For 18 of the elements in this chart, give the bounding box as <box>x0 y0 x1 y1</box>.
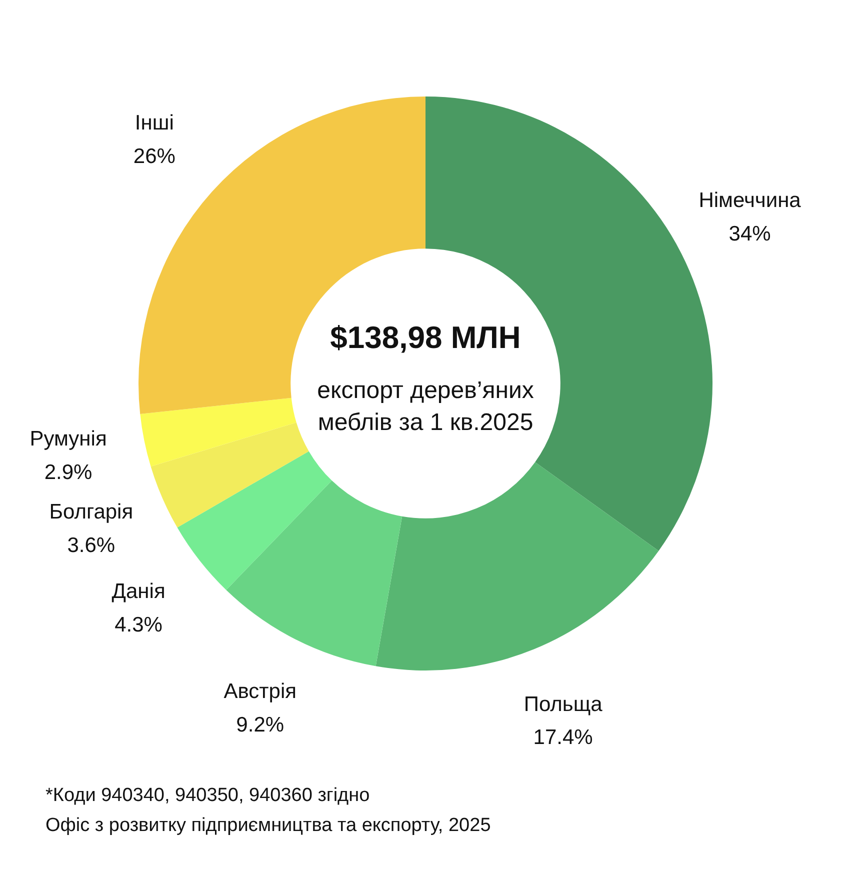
text: $138,98 МЛН <box>330 320 521 356</box>
data-label: 26% <box>133 145 176 168</box>
text: *Коди 940340, 940350, 940360 згідно <box>46 785 370 806</box>
data-label: 4.3% <box>114 613 162 636</box>
slice-label: Австрія <box>224 680 297 704</box>
slice-label: Німеччина <box>698 188 802 212</box>
data-label: 17.4% <box>533 726 593 750</box>
slice-label: Румунія <box>30 428 107 451</box>
data-label: 3.6% <box>67 534 116 557</box>
data-label: 2.9% <box>44 461 92 484</box>
data-label: 34% <box>728 222 771 246</box>
slice-label: Болгарія <box>49 500 134 524</box>
text: експорт дерев’яних меблів за 1 кв.2025 <box>317 376 534 436</box>
slice-label: Інші <box>134 112 174 135</box>
data-label: 9.2% <box>236 713 284 736</box>
slice-label: Польща <box>524 692 603 716</box>
text: Офіс з розвитку підприємництва та експорту, 2025 <box>46 815 491 836</box>
slice-label: Данія <box>112 580 166 604</box>
